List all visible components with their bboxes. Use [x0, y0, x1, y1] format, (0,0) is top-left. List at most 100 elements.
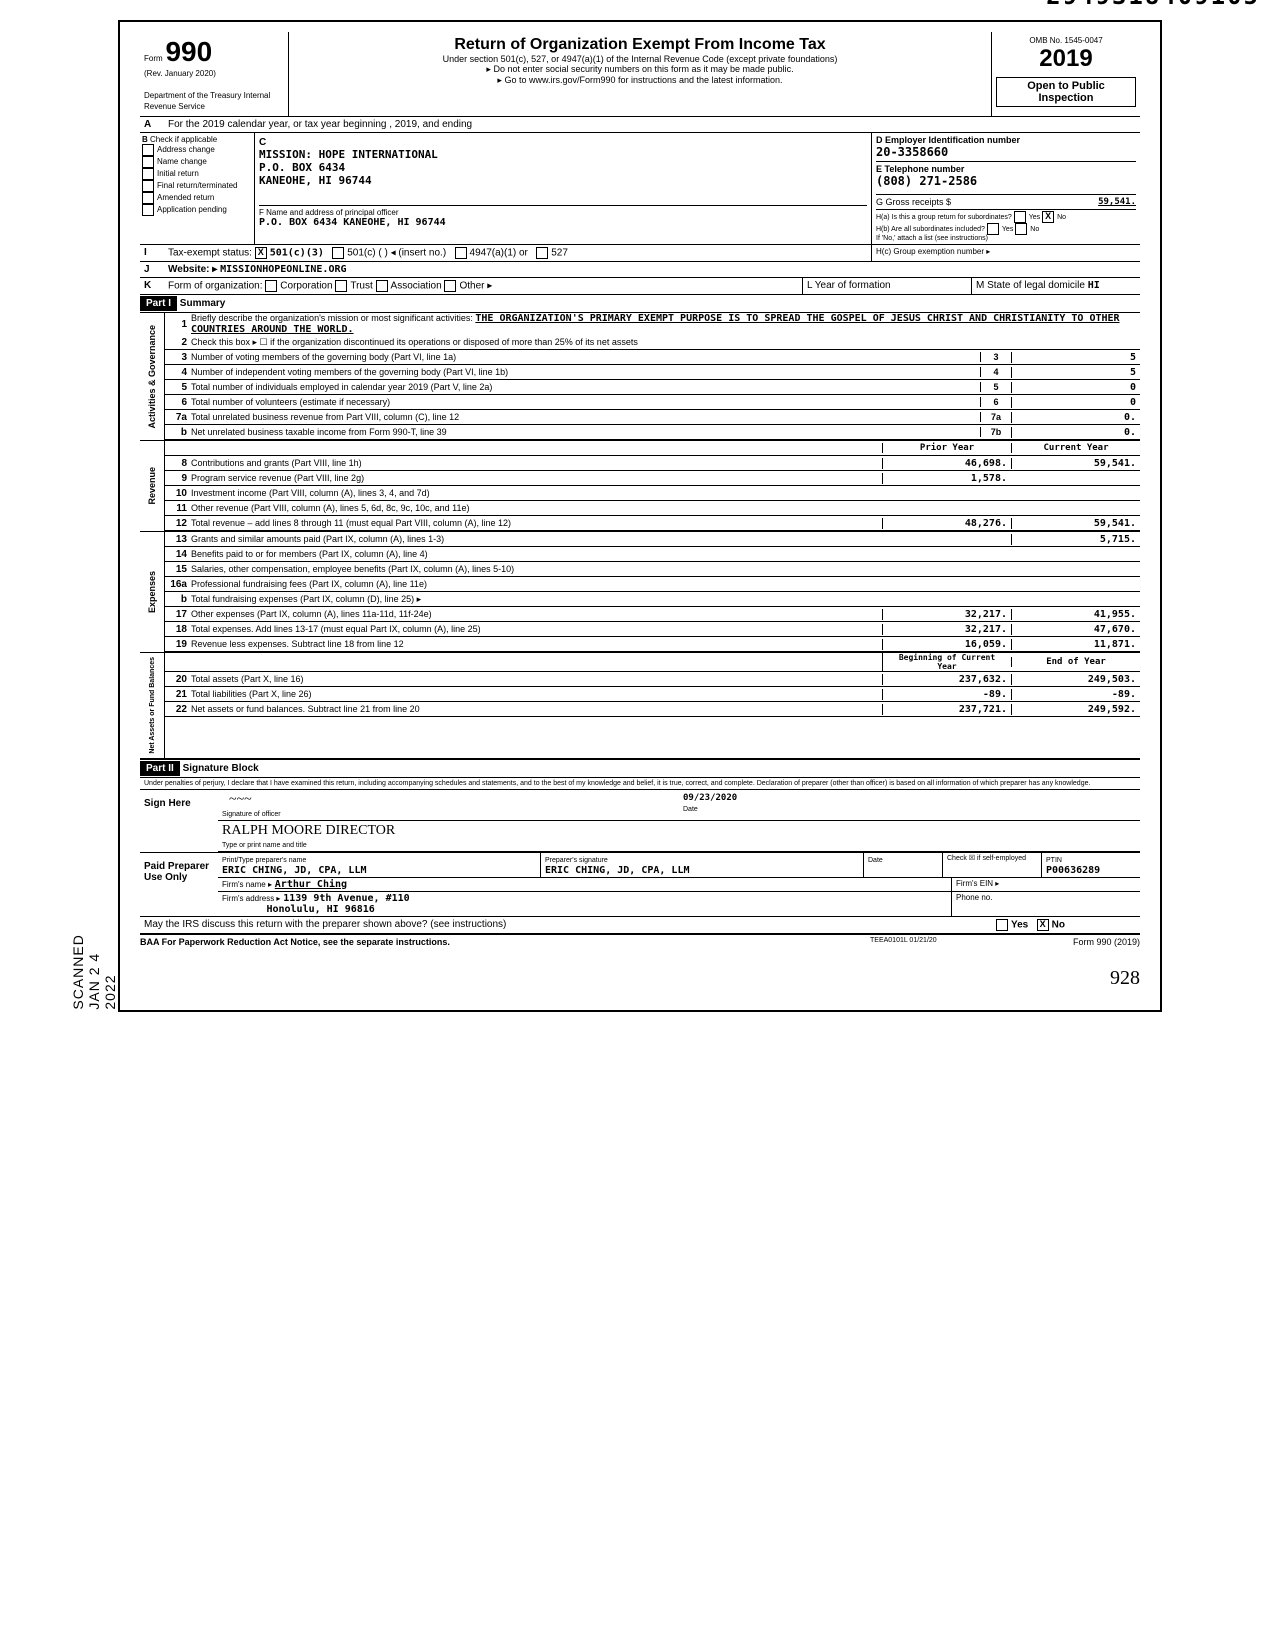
self-employed: Check ☒ if self-employed — [943, 853, 1042, 877]
firm-addr2: Honolulu, HI 96816 — [266, 904, 374, 915]
form-note2: ▸ Go to www.irs.gov/Form990 for instruct… — [293, 75, 987, 86]
opt-501c3[interactable]: 501(c)(3) — [270, 248, 324, 259]
line-m-value: HI — [1088, 280, 1100, 291]
line-10: 10 Investment income (Part VIII, column … — [165, 486, 1140, 501]
form-number: 990 — [165, 36, 212, 67]
website-value: MISSIONHOPEONLINE.ORG — [220, 264, 346, 275]
line-m-label: M State of legal domicile — [976, 280, 1085, 291]
line-20: 20 Total assets (Part X, line 16) 237,63… — [165, 672, 1140, 687]
box-f-value: P.O. BOX 6434 KANEOHE, HI 96744 — [259, 217, 446, 228]
opt-trust[interactable]: Trust — [350, 281, 372, 292]
line-3: 3 Number of voting members of the govern… — [165, 350, 1140, 365]
ptin-label: PTIN — [1046, 857, 1062, 864]
line-9: 9 Program service revenue (Part VIII, li… — [165, 471, 1140, 486]
prep-date-label: Date — [868, 857, 883, 864]
sign-here-label: Sign Here — [140, 790, 218, 852]
line-11: 11 Other revenue (Part VIII, column (A),… — [165, 501, 1140, 516]
vert-governance: Activities & Governance — [147, 321, 157, 433]
line-a-text: For the 2019 calendar year, or tax year … — [164, 117, 1140, 132]
part-1-title: Summary — [180, 298, 226, 309]
sig-label: Signature of officer — [222, 811, 281, 818]
line-6: 6 Total number of volunteers (estimate i… — [165, 395, 1140, 410]
org-addr2: KANEOHE, HI 96744 — [259, 174, 372, 187]
sig-date: 09/23/2020 — [683, 793, 737, 803]
omb-number: OMB No. 1545-0047 — [996, 36, 1136, 45]
line2-text: Check this box ▸ ☐ if the organization d… — [191, 337, 1140, 348]
check-amended[interactable]: Amended return — [157, 193, 214, 202]
discuss-no[interactable]: No — [1052, 919, 1065, 930]
document-id: 2949318409105 — [1046, 0, 1260, 10]
line-a: A For the 2019 calendar year, or tax yea… — [140, 117, 1140, 133]
line-21: 21 Total liabilities (Part X, line 26) -… — [165, 687, 1140, 702]
line-22: 22 Net assets or fund balances. Subtract… — [165, 702, 1140, 717]
vert-expenses: Expenses — [147, 567, 157, 617]
revenue-block: Revenue Prior Year Current Year 8 Contri… — [140, 440, 1140, 531]
line-j: J Website: ▸ MISSIONHOPEONLINE.ORG — [140, 262, 1140, 278]
org-name: MISSION: HOPE INTERNATIONAL — [259, 148, 438, 161]
footer-baa: BAA For Paperwork Reduction Act Notice, … — [140, 937, 870, 947]
box-f-label: F Name and address of principal officer — [259, 208, 398, 217]
box-hb-note: If 'No,' attach a list (see instructions… — [876, 235, 988, 242]
org-addr1: P.O. BOX 6434 — [259, 161, 345, 174]
opt-527[interactable]: 527 — [551, 248, 568, 259]
line-i: I Tax-exempt status: 501(c)(3) 501(c) ( … — [140, 245, 1140, 262]
form-subtitle: Under section 501(c), 527, or 4947(a)(1)… — [293, 54, 987, 64]
name-label: Type or print name and title — [222, 842, 307, 849]
check-application-pending[interactable]: Application pending — [157, 205, 227, 214]
box-e-label: E Telephone number — [876, 161, 1136, 174]
discuss-yes[interactable]: Yes — [1011, 919, 1028, 930]
box-ha: H(a) Is this a group return for subordin… — [876, 214, 1012, 221]
vert-netassets: Net Assets or Fund Balances — [149, 653, 156, 758]
line-18: 18 Total expenses. Add lines 13-17 (must… — [165, 622, 1140, 637]
part-1-header-row: Part I Summary — [140, 295, 1140, 313]
line-14: 14 Benefits paid to or for members (Part… — [165, 547, 1140, 562]
box-b-label: Check if applicable — [150, 135, 217, 144]
check-final-return[interactable]: Final return/terminated — [157, 181, 237, 190]
form-990-page: 2949318409105 SCANNED JAN 2 4 2022 Form … — [118, 20, 1162, 1012]
section-bcde: B Check if applicable Address change Nam… — [140, 133, 1140, 245]
form-header: Form 990 (Rev. January 2020) Department … — [140, 32, 1140, 117]
phone-label: Phone no. — [951, 892, 1140, 916]
gross-receipts: 59,541. — [1098, 197, 1136, 207]
prep-sig: ERIC CHING, JD, CPA, LLM — [545, 865, 690, 876]
date-label: Date — [683, 806, 698, 813]
footer-code: TEEA0101L 01/21/20 — [870, 937, 1020, 947]
discuss-question: May the IRS discuss this return with the… — [144, 919, 996, 931]
firm-ein-label: Firm's EIN ▸ — [951, 878, 1140, 891]
line-16a: 16a Professional fundraising fees (Part … — [165, 577, 1140, 592]
form-note1: ▸ Do not enter social security numbers o… — [293, 64, 987, 75]
ptin-value: P00636289 — [1046, 865, 1100, 876]
part-2-title: Signature Block — [183, 763, 259, 774]
scanned-stamp: SCANNED JAN 2 4 2022 — [70, 922, 118, 1010]
opt-assoc[interactable]: Association — [391, 281, 442, 292]
footer-form: Form 990 (2019) — [1020, 937, 1140, 947]
check-initial-return[interactable]: Initial return — [157, 169, 199, 178]
col-begin-year: Beginning of Current Year — [882, 653, 1011, 671]
firm-name-label: Firm's name ▸ — [222, 880, 272, 889]
line-7a: 7a Total unrelated business revenue from… — [165, 410, 1140, 425]
perjury-statement: Under penalties of perjury, I declare th… — [140, 778, 1140, 789]
check-address-change[interactable]: Address change — [157, 145, 215, 154]
opt-4947[interactable]: 4947(a)(1) or — [470, 248, 528, 259]
form-dept: Department of the Treasury Internal Reve… — [144, 91, 270, 111]
firm-addr1: 1139 9th Avenue, #110 — [283, 893, 409, 904]
line-b: b Total fundraising expenses (Part IX, c… — [165, 592, 1140, 607]
firm-name: Arthur Ching — [275, 879, 347, 890]
check-name-change[interactable]: Name change — [157, 157, 207, 166]
box-d-label: D Employer Identification number — [876, 135, 1136, 145]
netassets-block: Net Assets or Fund Balances Beginning of… — [140, 652, 1140, 758]
opt-501c[interactable]: 501(c) ( ) ◂ (insert no.) — [347, 248, 446, 259]
part-2-header: Part II — [140, 761, 180, 776]
col-current-year: Current Year — [1011, 443, 1140, 453]
line-5: 5 Total number of individuals employed i… — [165, 380, 1140, 395]
form-title: Return of Organization Exempt From Incom… — [293, 36, 987, 54]
line-12: 12 Total revenue – add lines 8 through 1… — [165, 516, 1140, 531]
opt-corp[interactable]: Corporation — [280, 281, 332, 292]
line-13: 13 Grants and similar amounts paid (Part… — [165, 532, 1140, 547]
handwritten-note: 928 — [140, 967, 1140, 990]
box-hb: H(b) Are all subordinates included? — [876, 226, 985, 233]
line1-label: Briefly describe the organization's miss… — [191, 313, 473, 323]
opt-other[interactable]: Other ▸ — [459, 281, 492, 292]
vert-revenue: Revenue — [147, 463, 157, 509]
website-label: Website: ▸ — [168, 264, 217, 275]
